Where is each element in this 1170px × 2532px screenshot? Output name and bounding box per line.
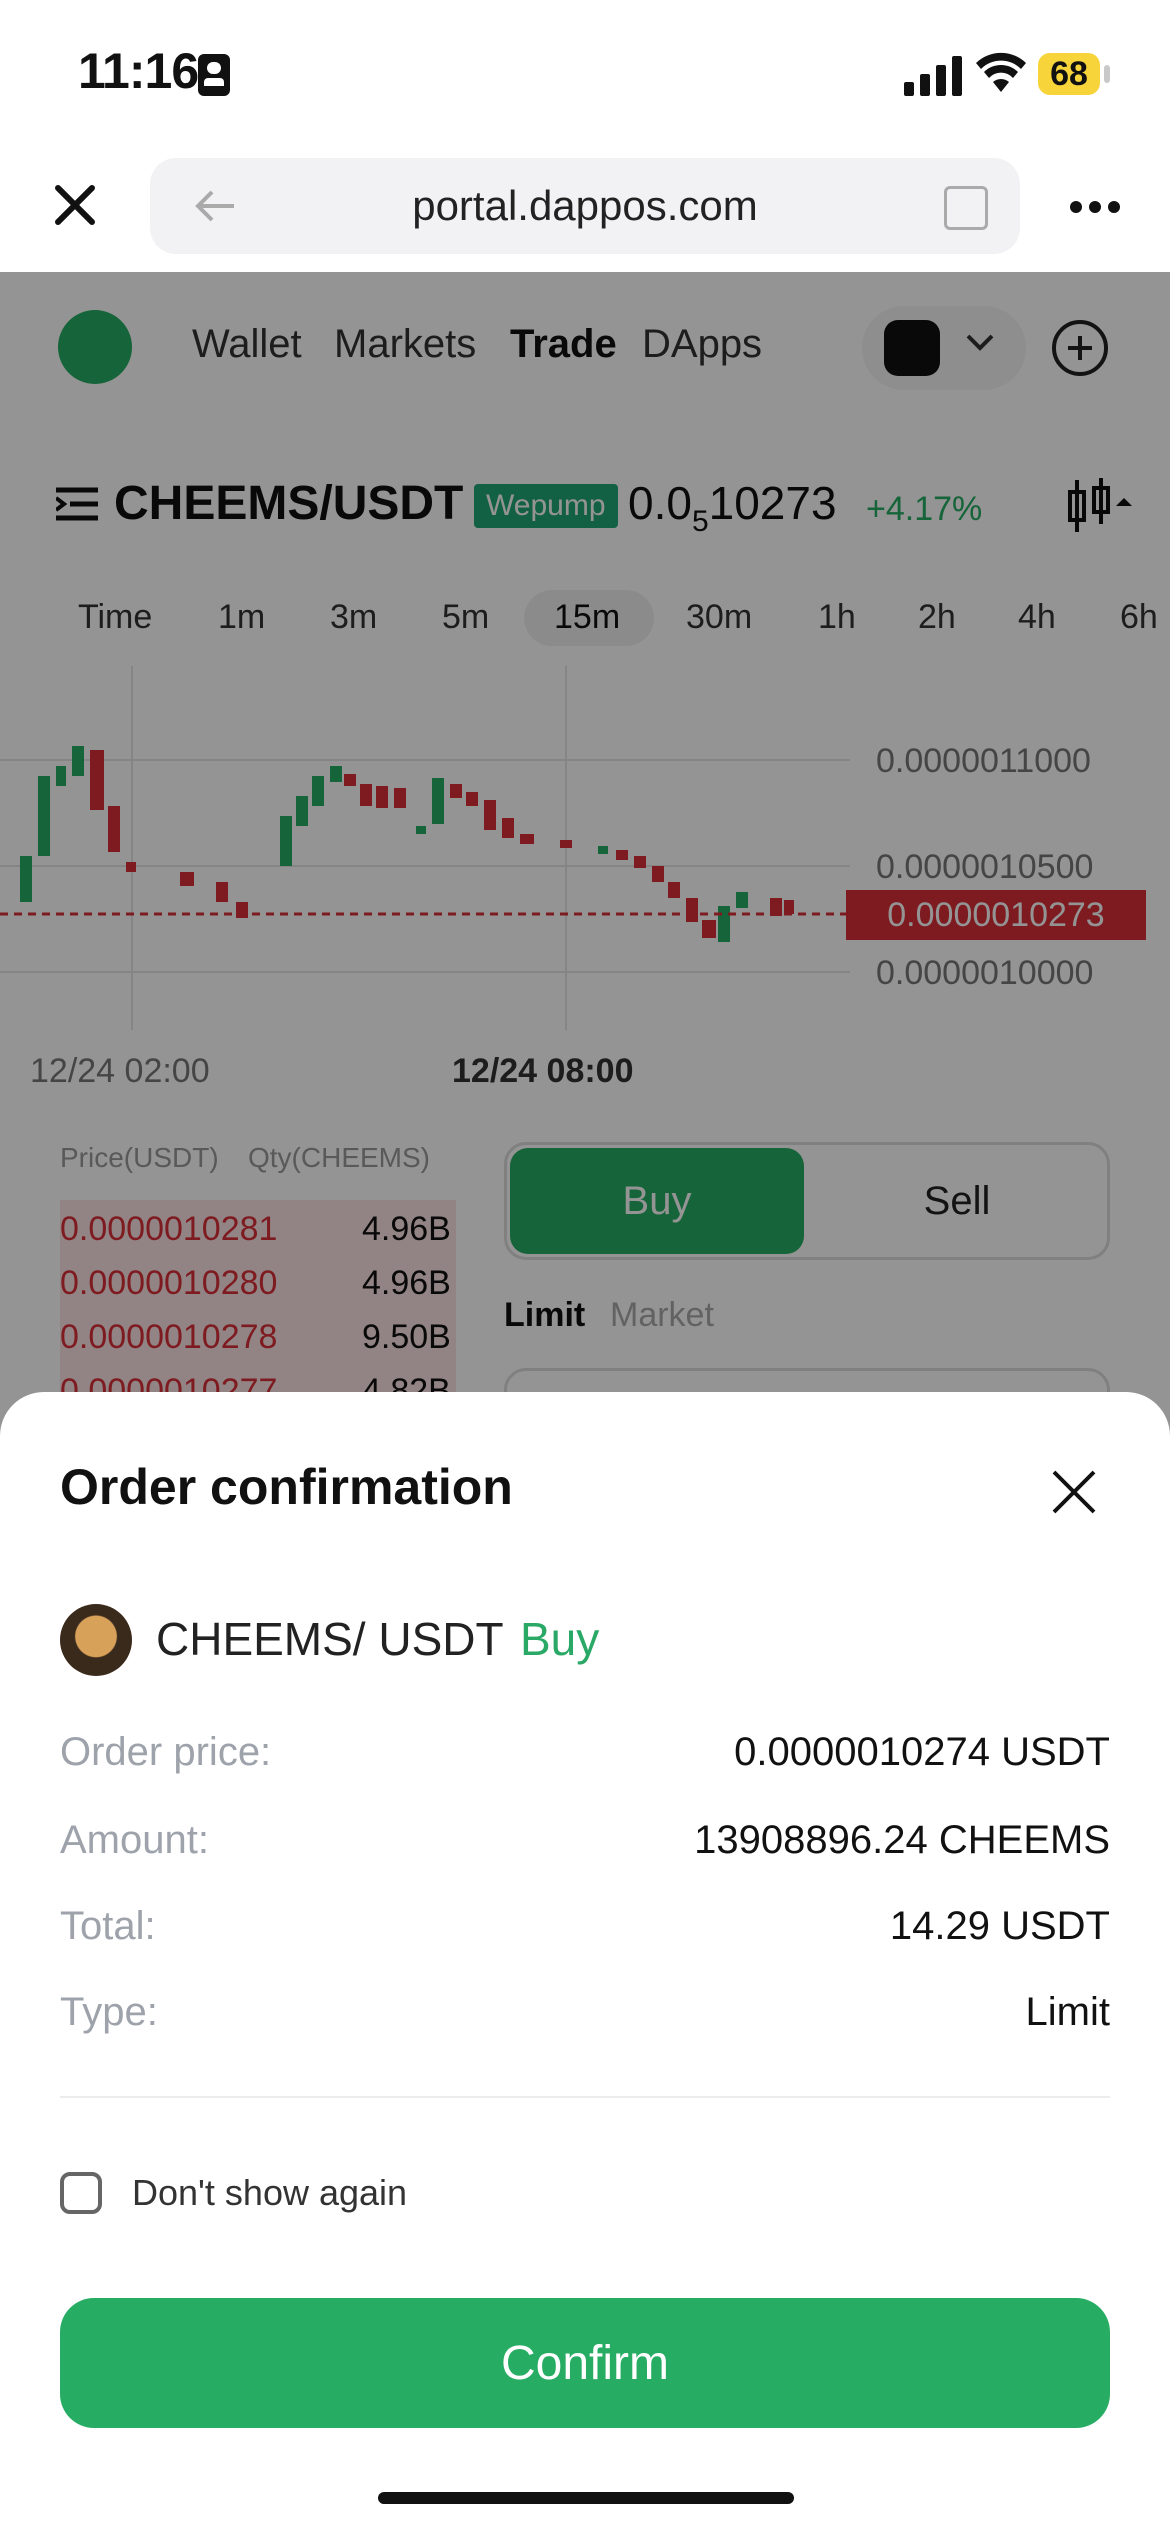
home-indicator xyxy=(378,2492,794,2504)
tf-15m-highlight xyxy=(524,590,654,646)
url-bar[interactable] xyxy=(150,158,1020,254)
x-tick-2: 12/24 08:00 xyxy=(452,1052,634,1090)
price-rest: 10273 xyxy=(708,477,837,529)
ob-header-price: Price(USDT) xyxy=(60,1142,219,1173)
tf-2h[interactable]: 2h xyxy=(918,598,956,636)
tf-3m[interactable]: 3m xyxy=(330,598,378,636)
ob-row-qty: 9.50B xyxy=(362,1318,451,1356)
ob-header-qty[interactable]: Qty(CHEEMS) xyxy=(248,1142,430,1173)
ob-row-price[interactable]: 0.0000010280 xyxy=(60,1264,278,1302)
chart-settings-icon[interactable] xyxy=(1066,478,1132,534)
tf-5m[interactable]: 5m xyxy=(442,598,490,636)
amount-label: Amount: xyxy=(60,1818,209,1862)
url-text: portal.dappos.com xyxy=(412,182,758,229)
ob-row-price[interactable]: 0.0000010281 xyxy=(60,1210,278,1248)
close-icon[interactable] xyxy=(52,182,98,228)
back-arrow-icon[interactable] xyxy=(194,188,238,224)
menu-icon[interactable] xyxy=(54,484,98,524)
binance-icon xyxy=(884,320,940,376)
price-change: +4.17% xyxy=(866,490,983,528)
dont-show-checkbox[interactable] xyxy=(60,2172,102,2214)
chevron-down-icon xyxy=(966,332,994,352)
wallet-selector[interactable] xyxy=(862,306,1026,390)
type-value: Limit xyxy=(1025,1990,1110,2034)
price-main: 0.0 xyxy=(628,477,692,529)
amount-value: 13908896.24 CHEEMS xyxy=(694,1818,1110,1862)
pair-price: 0.0510273 xyxy=(628,476,837,538)
sheet-pair: CHEEMS/ USDT xyxy=(156,1613,504,1665)
nav-markets[interactable]: Markets xyxy=(334,322,477,366)
ob-row-qty: 4.96B xyxy=(362,1210,451,1248)
total-value: 14.29 USDT xyxy=(889,1904,1110,1948)
buy-sell-toggle xyxy=(504,1142,1110,1260)
nav-dapps[interactable]: DApps xyxy=(642,322,763,366)
more-icon[interactable] xyxy=(1070,200,1120,213)
id-card-icon xyxy=(198,54,230,96)
pair-title[interactable]: CHEEMS/USDT xyxy=(114,477,464,530)
tf-30m[interactable]: 30m xyxy=(686,598,753,636)
sheet-divider xyxy=(60,2096,1110,2098)
tf-1h[interactable]: 1h xyxy=(818,598,856,636)
battery-cap xyxy=(1104,65,1110,83)
price-sub: 5 xyxy=(691,505,709,538)
buy-tab[interactable]: Buy xyxy=(510,1148,804,1254)
candles xyxy=(20,746,748,942)
translate-icon[interactable] xyxy=(944,186,988,230)
nav-trade[interactable]: Trade xyxy=(510,322,617,366)
limit-tab[interactable]: Limit xyxy=(504,1296,586,1334)
sheet-title: Order confirmation xyxy=(60,1459,513,1515)
ob-depth-bg xyxy=(60,1200,456,1392)
x-tick-1: 12/24 02:00 xyxy=(30,1052,210,1090)
tf-6h[interactable]: 6h xyxy=(1120,598,1158,636)
token-avatar xyxy=(60,1604,132,1676)
candlestick-chart[interactable] xyxy=(0,666,850,1030)
nav-wallet[interactable]: Wallet xyxy=(192,322,302,366)
signal-icon xyxy=(904,56,962,96)
tf-time[interactable]: Time xyxy=(78,598,153,636)
total-label: Total: xyxy=(60,1904,156,1948)
candles-red xyxy=(90,750,794,938)
tf-15m[interactable]: 15m xyxy=(554,598,621,636)
current-price-tag: 0.0000010273 xyxy=(846,890,1146,940)
add-icon[interactable] xyxy=(1052,320,1108,376)
status-time: 11:16 xyxy=(78,43,199,99)
y-tick-2: 0.0000010500 xyxy=(876,848,1094,886)
wifi-icon xyxy=(976,52,1026,94)
ob-row-price[interactable]: 0.0000010278 xyxy=(60,1318,278,1356)
sheet-side: Buy xyxy=(520,1613,600,1665)
type-label: Type: xyxy=(60,1990,158,2034)
confirm-button[interactable]: Confirm xyxy=(60,2298,1110,2428)
y-tick-3: 0.0000010000 xyxy=(876,954,1094,992)
dont-show-label[interactable]: Don't show again xyxy=(132,2172,408,2213)
order-price-value: 0.0000010274 USDT xyxy=(734,1730,1110,1774)
sell-tab[interactable]: Sell xyxy=(923,1179,991,1223)
tf-1m[interactable]: 1m xyxy=(218,598,266,636)
order-price-label: Order price: xyxy=(60,1730,272,1774)
wepump-badge: Wepump xyxy=(474,484,618,528)
ob-row-qty: 4.96B xyxy=(362,1264,451,1302)
status-bar xyxy=(0,0,1170,150)
y-tick-1: 0.0000011000 xyxy=(876,742,1091,780)
tf-4h[interactable]: 4h xyxy=(1018,598,1056,636)
battery-indicator: 68 xyxy=(1038,53,1100,95)
dappos-logo-icon xyxy=(58,310,132,384)
market-tab[interactable]: Market xyxy=(610,1296,714,1334)
close-sheet-icon[interactable] xyxy=(1052,1470,1096,1514)
